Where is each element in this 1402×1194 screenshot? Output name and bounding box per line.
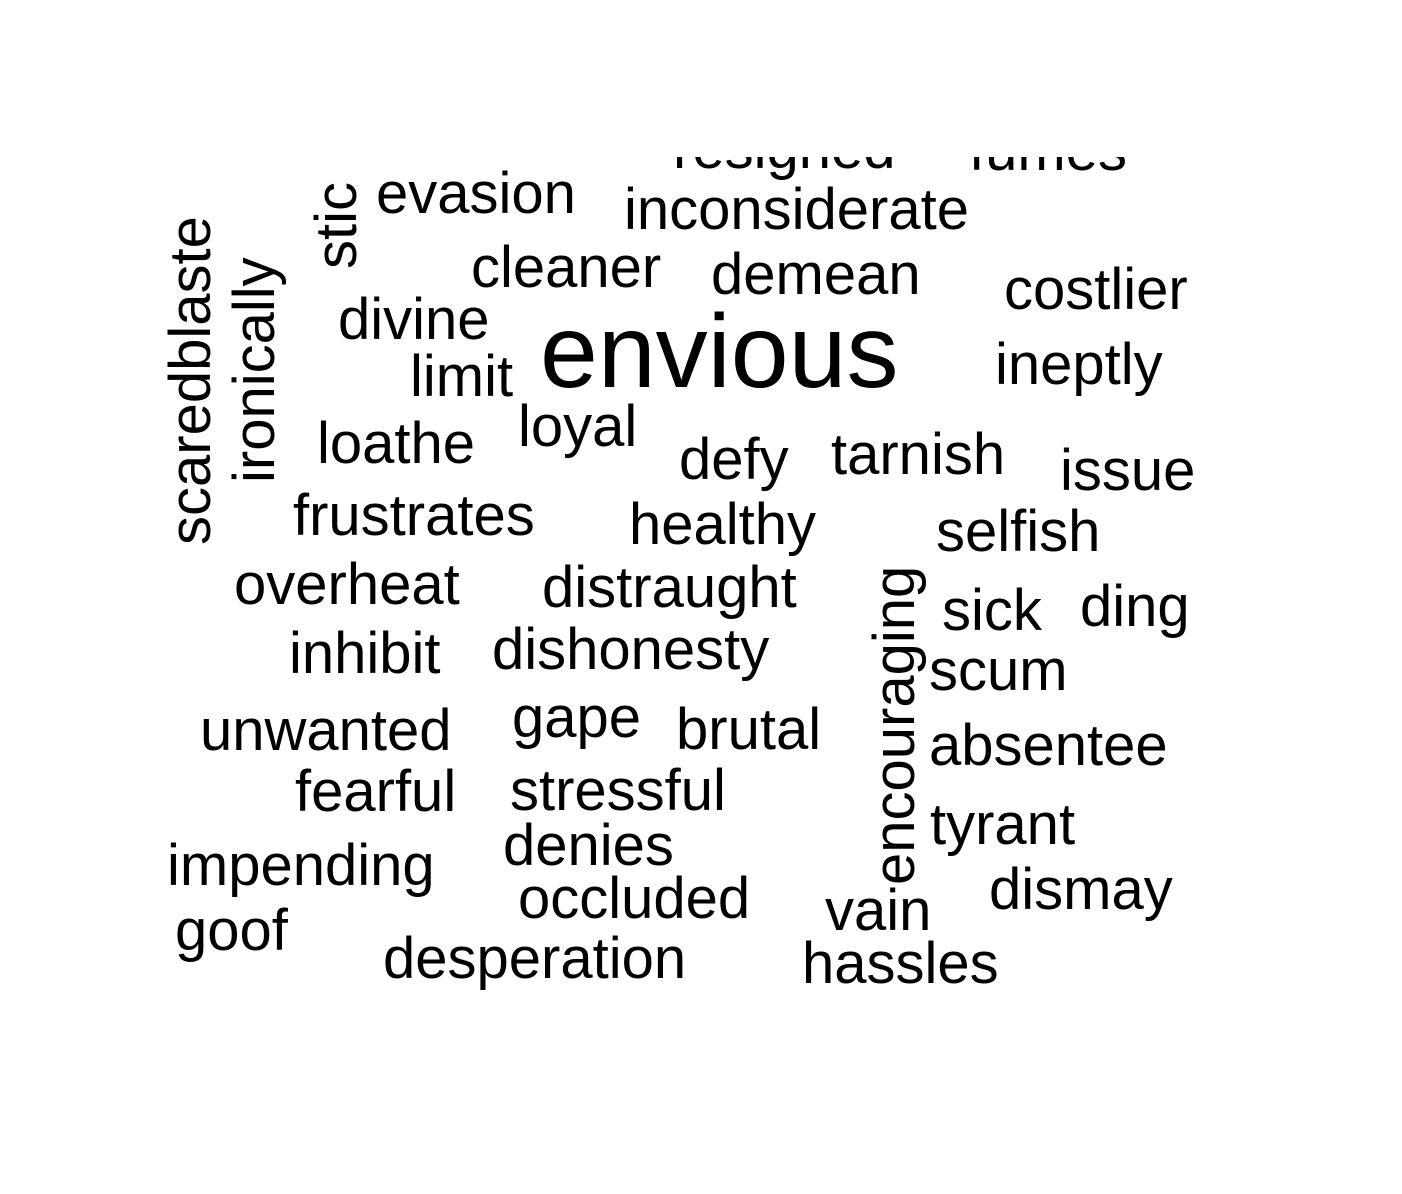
word-ding: ding [1080,574,1190,639]
word-unwanted: unwanted [200,698,452,763]
word-vain: vain [825,878,932,943]
word-tarnish: tarnish [831,422,1006,487]
word-defy: defy [679,427,789,492]
word-limit: limit [410,344,514,409]
word-overheat: overheat [234,552,460,617]
word-issue: issue [1060,438,1196,503]
word-envious: envious [540,294,899,410]
word-loyal: loyal [518,394,638,459]
word-fumes: fumes [969,157,1127,180]
word-sick: sick [942,578,1042,643]
word-gape: gape [512,685,642,750]
word-inhibit: inhibit [289,621,441,686]
word-denies: denies [503,813,674,878]
word-ineptly: ineptly [995,332,1163,397]
word-resigned: resigned [673,157,895,178]
word-distraught: distraught [542,555,797,620]
word-divine: divine [338,287,490,352]
word-fearful: fearful [295,759,457,824]
word-ironically: ironically [222,257,287,483]
word-stressful: stressful [510,758,726,823]
word-dismay: dismay [989,857,1173,922]
word-loathe: loathe [317,411,476,476]
word-hassles: hassles [802,931,999,994]
word-tyrant: tyrant [930,792,1076,857]
word-costlier: costlier [1004,257,1188,322]
word-desperation: desperation [383,926,687,991]
word-cleaner: cleaner [471,235,662,300]
word-impending: impending [167,833,435,898]
word-selfish: selfish [936,499,1101,564]
word-demean: demean [711,242,921,307]
word-encouraging: encouraging [862,565,927,885]
word-dishonesty: dishonesty [492,617,770,682]
word-scum: scum [929,638,1068,703]
word-cloud: envious resigned fumes evasion inconside… [140,157,1260,994]
word-frustrates: frustrates [293,483,535,548]
word-evasion: evasion [376,161,576,226]
word-inconsiderate: inconsiderate [624,177,969,242]
word-scaredblaste: scaredblaste [158,216,223,545]
word-stic: stic [304,182,369,269]
word-occluded: occluded [518,866,751,931]
word-healthy: healthy [629,492,817,557]
word-brutal: brutal [676,697,822,762]
word-absentee: absentee [929,713,1168,778]
word-goof: goof [175,898,288,963]
